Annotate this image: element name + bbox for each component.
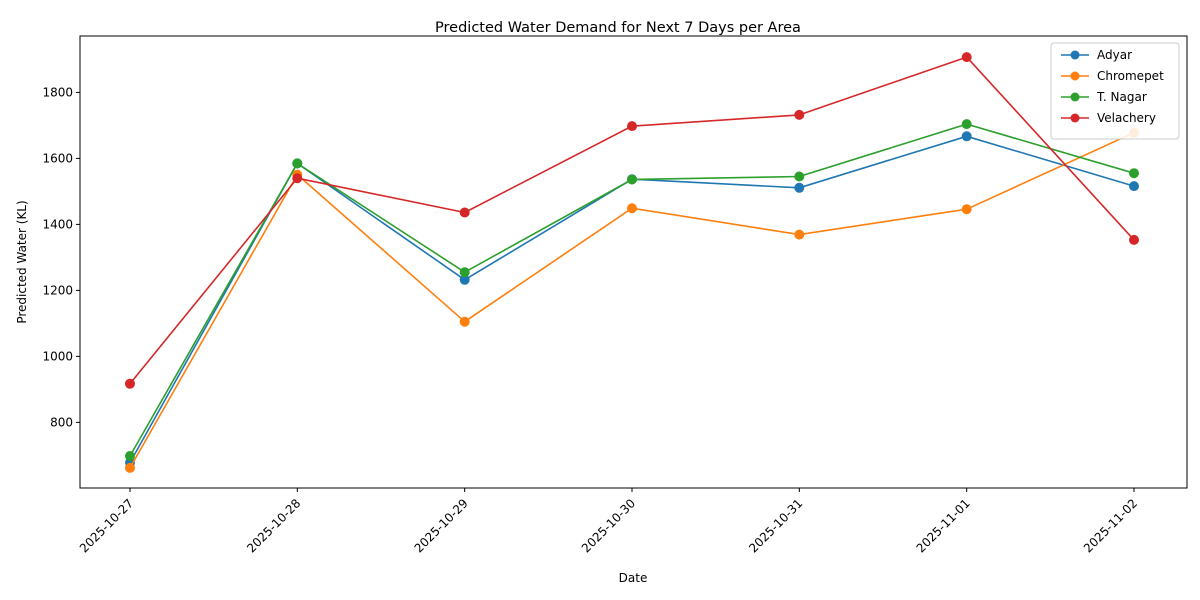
- data-point: [292, 173, 303, 184]
- data-point: [125, 462, 135, 473]
- data-point: [961, 204, 972, 215]
- x-tick-label: 2025-10-28: [244, 496, 303, 555]
- data-point: [459, 207, 470, 218]
- y-tick-label: 800: [50, 415, 73, 429]
- legend-label: Adyar: [1097, 48, 1132, 62]
- x-axis: 2025-10-27 2025-10-28 2025-10-29 2025-10-30…: [77, 488, 1140, 555]
- y-tick-label: 1200: [42, 283, 73, 297]
- series-layer: [125, 52, 1139, 473]
- chart-title: Predicted Water Demand for Next 7 Days p…: [435, 20, 801, 36]
- plot-area: [80, 36, 1187, 488]
- data-point: [961, 131, 972, 142]
- legend-marker: [1070, 113, 1080, 123]
- data-point: [794, 171, 805, 182]
- legend-label: T. Nagar: [1096, 90, 1147, 104]
- x-tick-label: 2025-10-30: [579, 496, 638, 555]
- legend-marker: [1070, 50, 1080, 60]
- x-tick-label: 2025-10-29: [412, 496, 471, 555]
- legend-box: [1050, 42, 1180, 140]
- x-tick-label: 2025-10-27: [77, 496, 136, 555]
- legend-item: T. Nagar: [1061, 90, 1147, 104]
- y-tick-label: 1400: [42, 217, 73, 231]
- data-point: [125, 378, 135, 389]
- data-point: [627, 203, 637, 214]
- legend: Adyar Chromepet T. Nagar Velachery: [1050, 42, 1180, 140]
- data-point: [961, 52, 972, 63]
- x-tick-label: 2025-11-01: [914, 496, 973, 555]
- data-point: [627, 121, 637, 132]
- data-point: [125, 451, 135, 461]
- data-point: [459, 267, 470, 278]
- legend-item: Chromepet: [1061, 69, 1164, 83]
- data-point: [961, 119, 972, 130]
- data-point: [1129, 168, 1139, 179]
- x-axis-label: Date: [619, 571, 648, 585]
- series-t-nagar: [125, 119, 1139, 461]
- y-axis: 800 1000 1200 1400 1600 1800: [42, 85, 80, 429]
- legend-marker: [1070, 92, 1080, 102]
- y-axis-label: Predicted Water (KL): [15, 200, 29, 323]
- data-point: [292, 158, 303, 169]
- legend-item: Adyar: [1061, 48, 1132, 62]
- legend-label: Velachery: [1097, 111, 1156, 125]
- plot-frame: [79, 35, 1188, 489]
- data-point: [1129, 181, 1139, 192]
- x-tick-label: 2025-10-31: [746, 496, 805, 555]
- y-tick-label: 1000: [42, 349, 73, 363]
- data-point: [794, 182, 805, 193]
- x-tick-label: 2025-11-02: [1081, 496, 1140, 555]
- legend-label: Chromepet: [1097, 69, 1164, 83]
- legend-item: Velachery: [1061, 111, 1156, 125]
- legend-marker: [1070, 71, 1080, 81]
- y-tick-label: 1600: [42, 151, 73, 165]
- data-point: [627, 174, 637, 185]
- series-velachery: [125, 52, 1139, 389]
- data-point: [794, 109, 805, 120]
- data-point: [1129, 234, 1139, 245]
- data-point: [794, 229, 805, 240]
- data-point: [459, 316, 470, 327]
- y-tick-label: 1800: [42, 85, 73, 99]
